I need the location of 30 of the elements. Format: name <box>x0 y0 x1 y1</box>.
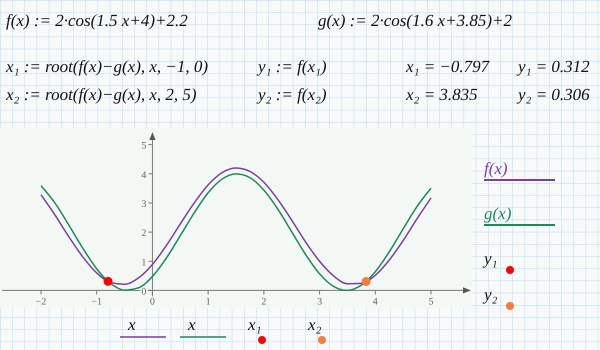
text: x₂ <box>307 315 322 334</box>
y-tick-label: 5 <box>141 140 146 152</box>
x-tick-label: 1 <box>206 296 211 308</box>
text: g(x) <box>484 204 512 223</box>
text: x₁ = −0.797 <box>405 57 491 76</box>
text: g(x) := 2·cos(1.6 x+3.85)+2 <box>318 11 512 30</box>
text: x <box>127 315 136 334</box>
text: x <box>187 315 196 334</box>
text: x₁ := root(f(x)−g(x), x, −1, 0) <box>5 57 208 76</box>
x-tick-label: 5 <box>428 296 434 308</box>
text: y₁ = 0.312 <box>516 57 590 76</box>
text: x₁ <box>247 315 262 334</box>
x-tick-label: 4 <box>372 296 378 308</box>
x-tick-label: −1 <box>91 296 102 308</box>
y-tick-label: 2 <box>141 228 146 240</box>
x-tick-label: 2 <box>261 296 266 308</box>
legend-label: y₁ <box>482 249 498 268</box>
y-tick-label: 4 <box>141 170 146 181</box>
text: x₂ := root(f(x)−g(x), x, 2, 5) <box>5 85 197 104</box>
y-tick-label: 3 <box>141 198 146 210</box>
text: y₂ = 0.306 <box>516 85 590 104</box>
x-tick-label: −2 <box>36 296 46 308</box>
x-tick-label: 3 <box>317 296 322 308</box>
text: y₂ := f(x₂) <box>256 85 327 104</box>
text: f(x) <box>484 159 508 178</box>
y-tick-label: 1 <box>141 257 146 268</box>
text: y₁ := f(x₁) <box>256 57 327 76</box>
text: x₂ = 3.835 <box>405 85 478 104</box>
text: f(x) := 2·cos(1.5 x+4)+2.2 <box>6 11 188 30</box>
legend-label: y₂ <box>482 285 498 304</box>
